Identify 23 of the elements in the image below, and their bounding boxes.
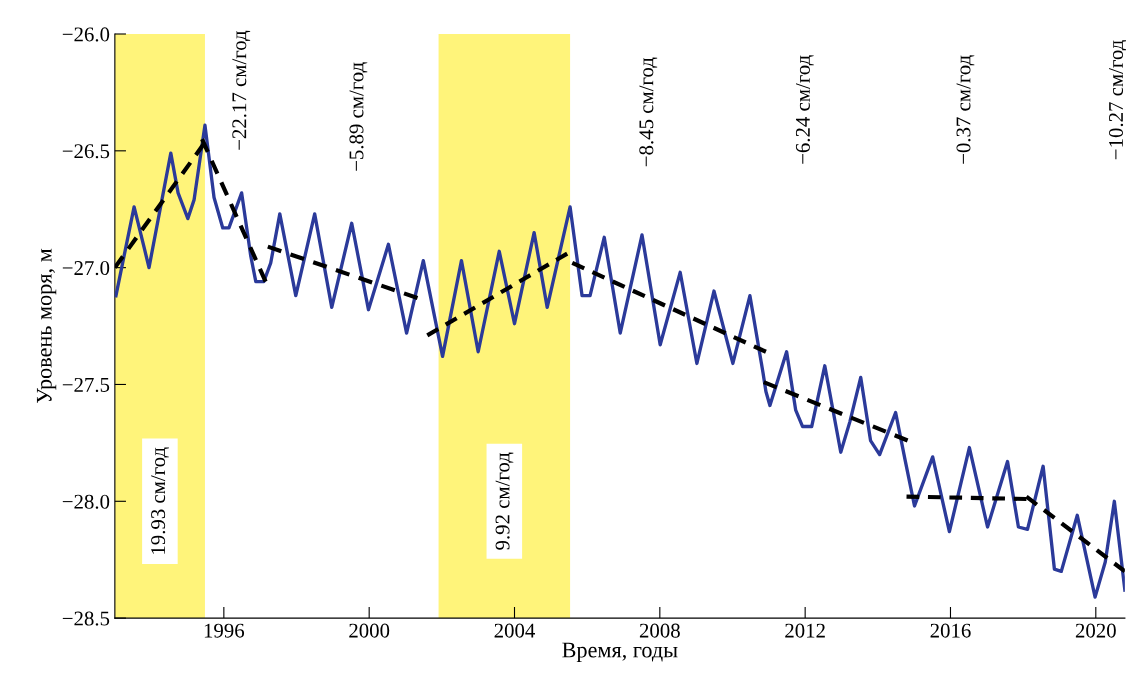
x-tick-label: 1996	[204, 623, 245, 638]
x-tick-label: 2016	[930, 623, 971, 638]
annotation: −10.27 см/год	[1108, 40, 1126, 160]
annotation: −8.45 см/год	[639, 57, 658, 167]
y-tick-label: −27.0	[62, 261, 110, 276]
x-tick-label: 2012	[785, 623, 825, 638]
annotation: 19.93 см/год	[151, 447, 169, 554]
x-tick-label: 2008	[639, 623, 680, 638]
x-tick-label: 2000	[349, 623, 390, 638]
y-tick-label: −27.5	[62, 377, 110, 392]
x-axis-title: Время, годы	[562, 642, 678, 663]
y-tick-label: −28.5	[62, 611, 110, 626]
x-tick-label: 2020	[1075, 623, 1116, 638]
x-tick-label: 2004	[494, 623, 536, 638]
y-tick-label: −28.0	[62, 494, 110, 509]
y-tick-label: −26.0	[62, 27, 110, 42]
y-axis-title: Уровень моря, м	[36, 248, 57, 404]
annotation: 9.92 см/год	[495, 452, 514, 550]
annotation: −22.17 см/год	[232, 30, 251, 150]
annotation: −6.24 см/год	[795, 55, 814, 164]
y-tick-label: −26.5	[62, 144, 110, 159]
annotation: −0.37 см/год	[956, 55, 975, 164]
annotation: −5.89 см/год	[349, 62, 368, 171]
